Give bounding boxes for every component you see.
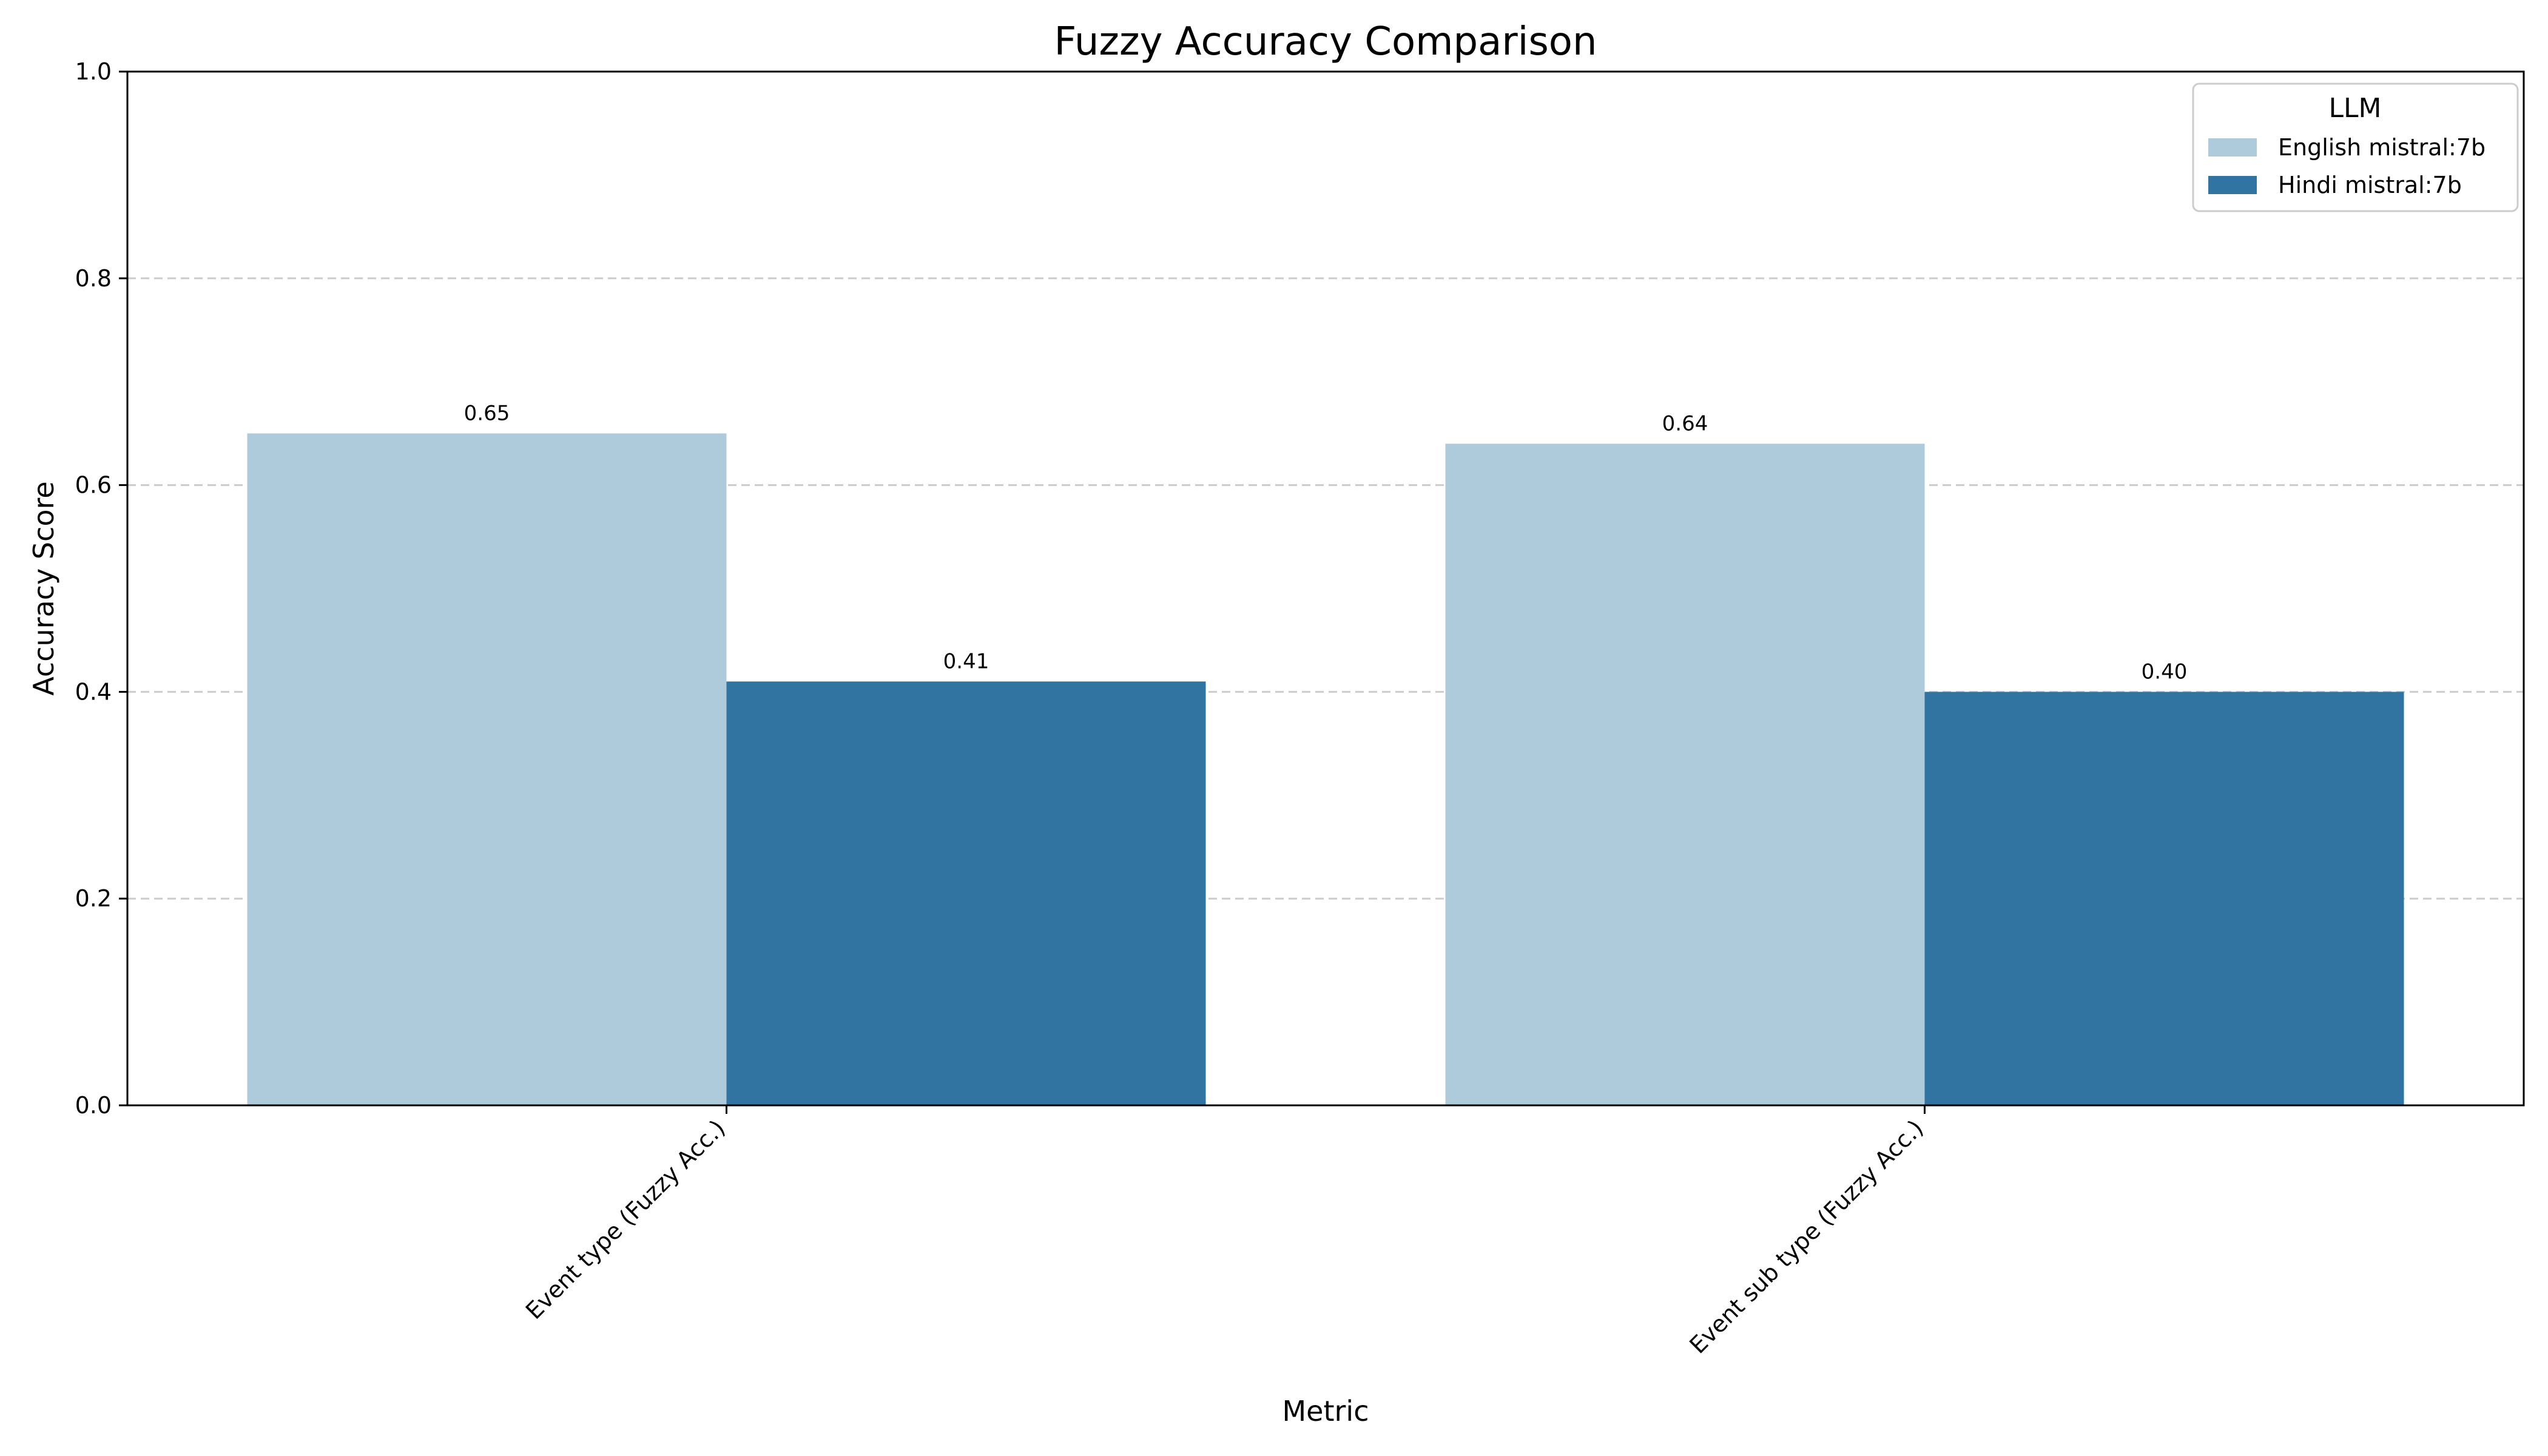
legend: LLM English mistral:7b Hindi mistral:7b	[2192, 83, 2519, 212]
bar-value-label: 0.64	[1662, 411, 1708, 436]
plot-frame	[126, 70, 2525, 1107]
bar-english-1	[1445, 443, 1925, 1106]
legend-label-english: English mistral:7b	[2278, 134, 2486, 161]
bar-value-label: 0.41	[943, 649, 989, 673]
bar-hindi-1	[1924, 692, 2404, 1105]
y-axis-label: Accuracy Score	[27, 481, 60, 695]
y-tick-label: 0.0	[75, 1092, 112, 1119]
bar-value-label: 0.65	[464, 401, 510, 425]
bar-english-0	[247, 433, 727, 1105]
legend-label-hindi: Hindi mistral:7b	[2278, 172, 2462, 198]
y-tick-label: 0.4	[75, 678, 112, 705]
y-tick-label: 0.2	[75, 885, 112, 912]
chart-title: Fuzzy Accuracy Comparison	[1054, 19, 1597, 64]
value-labels: 0.65 0.41 0.64 0.40	[464, 401, 2188, 684]
y-axis: 0.0 0.2 0.4 0.6 0.8 1.0	[75, 58, 127, 1119]
legend-title: LLM	[2329, 93, 2382, 124]
legend-box	[2192, 83, 2519, 212]
bar-value-label: 0.40	[2142, 659, 2188, 684]
y-tick-label: 1.0	[75, 58, 112, 85]
legend-swatch-hindi	[2208, 176, 2257, 194]
y-tick-label: 0.8	[75, 265, 112, 292]
bars	[247, 433, 2404, 1106]
legend-swatch-english	[2208, 138, 2257, 157]
bar-hindi-0	[726, 681, 1206, 1105]
y-tick-label: 0.6	[75, 472, 112, 499]
x-axis-label: Metric	[1282, 1395, 1369, 1427]
